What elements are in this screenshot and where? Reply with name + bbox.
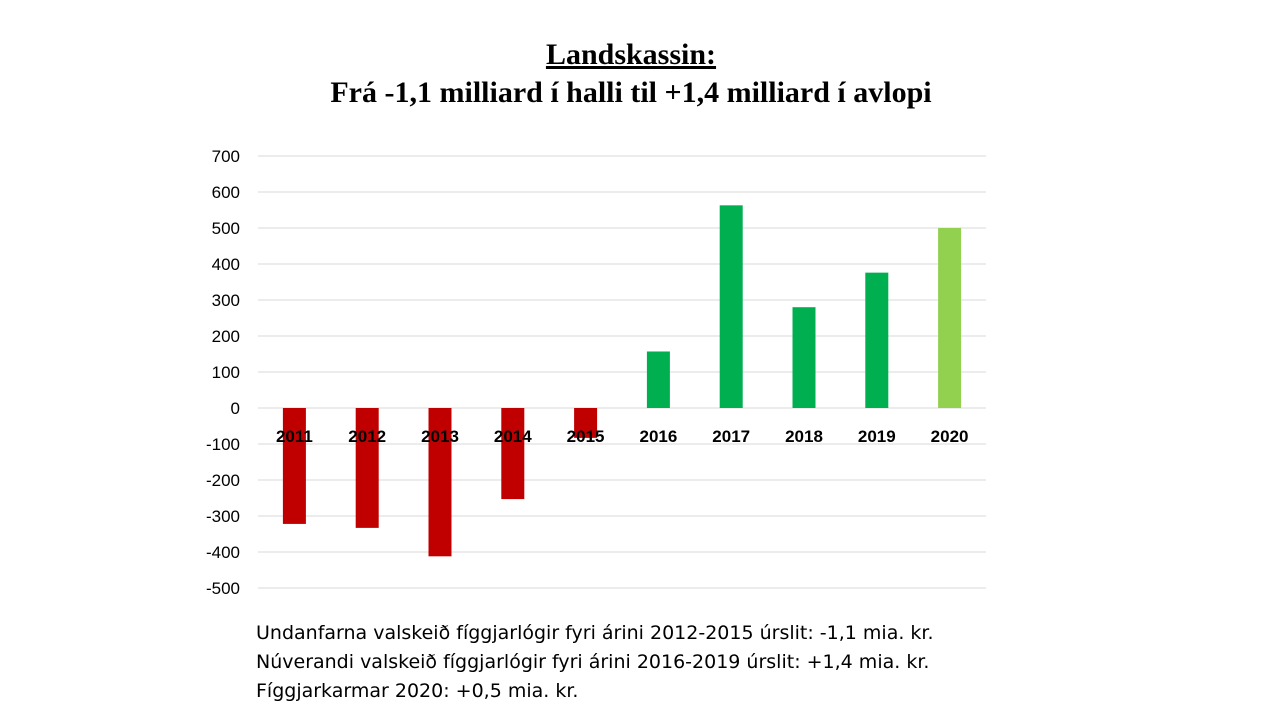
y-tick-label: 600 [212, 183, 240, 202]
y-tick-label: -100 [206, 435, 240, 454]
bar [865, 272, 889, 408]
x-tick-label: 2017 [712, 427, 750, 446]
bar [428, 408, 452, 557]
y-tick-label: -500 [206, 579, 240, 598]
x-tick-label: 2015 [567, 427, 605, 446]
bar [719, 205, 743, 408]
x-tick-label: 2020 [931, 427, 969, 446]
y-tick-label: 700 [212, 147, 240, 166]
y-tick-label: -200 [206, 471, 240, 490]
bar [282, 408, 306, 524]
y-tick-label: 100 [212, 363, 240, 382]
x-tick-label: 2013 [421, 427, 459, 446]
y-tick-label: 200 [212, 327, 240, 346]
bar [355, 408, 379, 528]
x-tick-label: 2016 [639, 427, 677, 446]
bar [792, 307, 816, 408]
bar [938, 228, 962, 408]
bar [574, 408, 598, 438]
y-tick-label: 400 [212, 255, 240, 274]
title-block: Landskassin: Frá -1,1 milliard í halli t… [0, 36, 1262, 112]
note-line: Undanfarna valskeið fíggjarlógir fyri ár… [256, 622, 934, 644]
notes-block: Undanfarna valskeið fíggjarlógir fyri ár… [256, 619, 934, 706]
chart-title: Landskassin: [545, 38, 717, 71]
y-tick-label: 500 [212, 219, 240, 238]
y-tick-label: 0 [231, 399, 240, 418]
note-line: Fíggjarkarmar 2020: +0,5 mia. kr. [256, 680, 579, 702]
x-tick-label: 2012 [348, 427, 386, 446]
x-tick-label: 2014 [494, 427, 532, 446]
x-tick-label: 2019 [858, 427, 896, 446]
note-line: Núverandi valskeið fíggjarlógir fyri ári… [256, 651, 930, 673]
bar [501, 408, 525, 500]
chart-subtitle: Frá -1,1 milliard í halli til +1,4 milli… [330, 76, 932, 109]
bar [646, 351, 670, 408]
y-tick-label: -400 [206, 543, 240, 562]
x-tick-label: 2018 [785, 427, 823, 446]
y-tick-label: -300 [206, 507, 240, 526]
y-tick-label: 300 [212, 291, 240, 310]
x-tick-label: 2011 [276, 427, 313, 446]
